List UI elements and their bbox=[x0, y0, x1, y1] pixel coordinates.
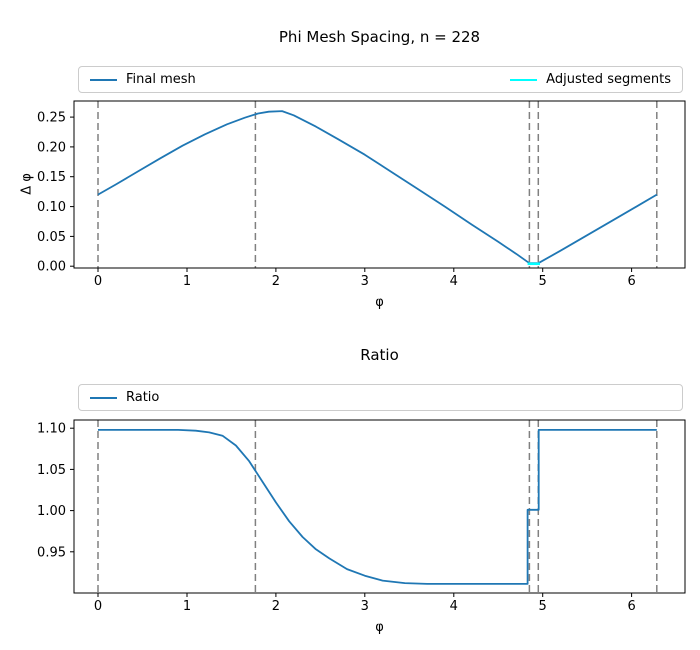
top-chart-title: Phi Mesh Spacing, n = 228 bbox=[278, 28, 481, 46]
x-tick-label: 2 bbox=[272, 599, 280, 614]
y-tick-label: 1.00 bbox=[37, 504, 66, 519]
adjusted-segments-line-sample bbox=[510, 78, 538, 81]
x-tick-label: 5 bbox=[539, 599, 547, 614]
y-tick-label: 0.10 bbox=[37, 200, 66, 215]
legend-entry-final-mesh: Final mesh bbox=[90, 72, 196, 87]
y-tick-label: 1.05 bbox=[37, 463, 66, 478]
y-tick-label: 0.15 bbox=[37, 170, 66, 185]
axes-top: 0 1 2 3 4 5 6 0.00 0.05 0.10 0.15 0.20 0.25 bbox=[37, 100, 686, 289]
top-x-axis-label: φ bbox=[375, 295, 384, 310]
y-tick-label: 0.00 bbox=[37, 260, 66, 275]
x-tick-label: 6 bbox=[627, 599, 635, 614]
x-tick-label: 3 bbox=[361, 274, 369, 289]
final-mesh-line-sample bbox=[90, 78, 117, 81]
top-y-axis-label: Δ φ bbox=[19, 173, 35, 195]
x-tick-label: 5 bbox=[539, 274, 547, 289]
top-legend: Final mesh Adjusted segments bbox=[78, 66, 683, 93]
axes-bottom: 0 1 2 3 4 5 6 0.95 1.00 1.05 1.10 bbox=[37, 419, 686, 614]
axes-spines bbox=[73, 100, 686, 269]
series-line-ratio bbox=[98, 428, 657, 585]
y-tick-label: 0.05 bbox=[37, 230, 66, 245]
y-tick-label: 1.10 bbox=[37, 422, 66, 437]
ratio-line-sample bbox=[90, 396, 117, 399]
y-tick-label: 0.20 bbox=[37, 140, 66, 155]
legend-entry-adjusted-segments: Adjusted segments bbox=[510, 72, 671, 87]
legend-label-adjusted-segments: Adjusted segments bbox=[546, 72, 671, 87]
series-line-final-mesh bbox=[97, 110, 658, 265]
x-tick-label: 0 bbox=[94, 599, 102, 614]
axes-spines bbox=[73, 419, 686, 594]
legend-label-final-mesh: Final mesh bbox=[126, 72, 196, 87]
x-tick-label: 2 bbox=[272, 274, 280, 289]
bottom-legend: Ratio bbox=[78, 384, 683, 411]
x-tick-label: 4 bbox=[450, 274, 458, 289]
y-tick-label: 0.95 bbox=[37, 545, 66, 560]
bottom-x-axis-label: φ bbox=[375, 620, 384, 635]
x-tick-label: 1 bbox=[183, 274, 191, 289]
x-tick-label: 4 bbox=[450, 599, 458, 614]
x-tick-label: 0 bbox=[94, 274, 102, 289]
y-tick-label: 0.25 bbox=[37, 111, 66, 126]
legend-entry-ratio: Ratio bbox=[90, 390, 159, 405]
x-tick-label: 1 bbox=[183, 599, 191, 614]
x-tick-label: 6 bbox=[627, 274, 635, 289]
bottom-chart-title: Ratio bbox=[360, 346, 399, 364]
x-tick-label: 3 bbox=[361, 599, 369, 614]
legend-label-ratio: Ratio bbox=[126, 390, 160, 405]
